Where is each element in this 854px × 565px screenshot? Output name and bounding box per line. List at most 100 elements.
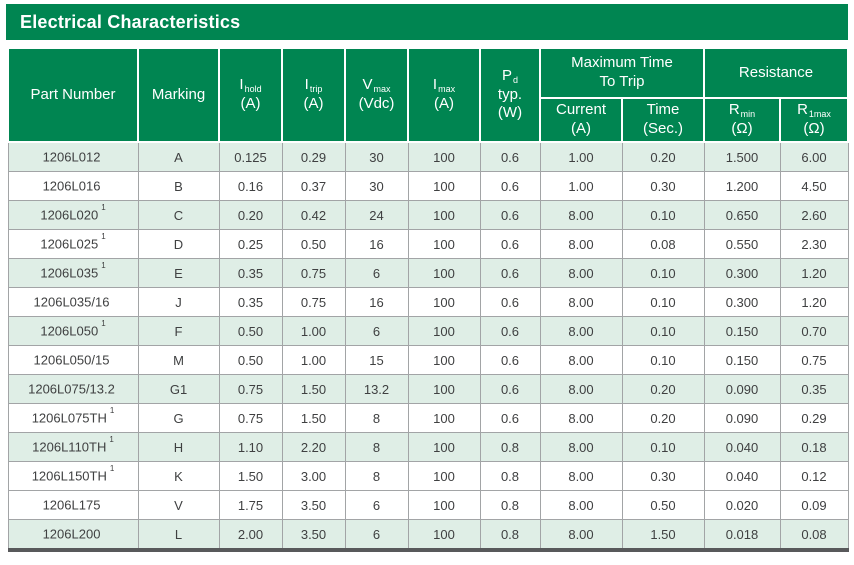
cell-part-number: 1206L020 1 xyxy=(7,200,139,230)
cell-part-number: 1206L200 xyxy=(7,519,139,551)
footnote-superscript: 1 xyxy=(101,232,106,242)
cell-trip-current: 8.00 xyxy=(539,461,623,491)
cell-marking: H xyxy=(137,432,220,462)
cell-vmax: 30 xyxy=(344,171,409,201)
cell-trip-current: 8.00 xyxy=(539,316,623,346)
cell-ihold: 0.50 xyxy=(218,316,283,346)
cell-r1max: 0.09 xyxy=(779,490,849,520)
cell-part-number: 1206L050/15 xyxy=(7,345,139,375)
cell-r1max: 1.20 xyxy=(779,258,849,288)
cell-imax: 100 xyxy=(407,200,481,230)
cell-pd-typ: 0.6 xyxy=(479,200,541,230)
cell-trip-time: 0.10 xyxy=(621,316,705,346)
cell-itrip: 3.00 xyxy=(281,461,346,491)
cell-ihold: 0.125 xyxy=(218,141,283,172)
cell-imax: 100 xyxy=(407,287,481,317)
cell-rmin: 0.040 xyxy=(703,432,781,462)
cell-vmax: 6 xyxy=(344,316,409,346)
cell-imax: 100 xyxy=(407,490,481,520)
cell-vmax: 30 xyxy=(344,141,409,172)
cell-trip-current: 8.00 xyxy=(539,345,623,375)
cell-marking: A xyxy=(137,141,220,172)
col-header-rmin: Rmin (Ω) xyxy=(703,97,781,143)
footnote-superscript: 1 xyxy=(101,261,106,271)
cell-itrip: 0.75 xyxy=(281,287,346,317)
cell-rmin: 0.150 xyxy=(703,316,781,346)
cell-marking: F xyxy=(137,316,220,346)
cell-r1max: 0.29 xyxy=(779,403,849,433)
cell-r1max: 1.20 xyxy=(779,287,849,317)
table-row: 1206L150TH 1 K 1.50 3.00 8 100 0.8 8.00 0… xyxy=(7,461,849,491)
cell-ihold: 1.75 xyxy=(218,490,283,520)
cell-marking: K xyxy=(137,461,220,491)
cell-pd-typ: 0.6 xyxy=(479,403,541,433)
cell-ihold: 0.35 xyxy=(218,258,283,288)
table-row: 1206L075/13.2 G1 0.75 1.50 13.2 100 0.6 … xyxy=(7,374,849,404)
table-row: 1206L020 1 C 0.20 0.42 24 100 0.6 8.00 0.… xyxy=(7,200,849,230)
cell-marking: E xyxy=(137,258,220,288)
cell-part-number: 1206L175 xyxy=(7,490,139,520)
table-row: 1206L200 L 2.00 3.50 6 100 0.8 8.00 1.50… xyxy=(7,519,849,551)
cell-marking: J xyxy=(137,287,220,317)
cell-itrip: 0.37 xyxy=(281,171,346,201)
col-header-vmax: Vmax (Vdc) xyxy=(344,47,409,143)
cell-r1max: 0.35 xyxy=(779,374,849,404)
cell-itrip: 0.29 xyxy=(281,141,346,172)
cell-marking: B xyxy=(137,171,220,201)
cell-imax: 100 xyxy=(407,403,481,433)
cell-marking: G1 xyxy=(137,374,220,404)
table-row: 1206L025 1 D 0.25 0.50 16 100 0.6 8.00 0.… xyxy=(7,229,849,259)
cell-r1max: 2.30 xyxy=(779,229,849,259)
cell-part-number: 1206L035 1 xyxy=(7,258,139,288)
col-header-trip-current: Current (A) xyxy=(539,97,623,143)
cell-trip-time: 1.50 xyxy=(621,519,705,551)
table-row: 1206L012 A 0.125 0.29 30 100 0.6 1.00 0.… xyxy=(7,141,849,172)
cell-marking: C xyxy=(137,200,220,230)
cell-ihold: 0.20 xyxy=(218,200,283,230)
col-header-imax: Imax (A) xyxy=(407,47,481,143)
cell-pd-typ: 0.6 xyxy=(479,171,541,201)
cell-imax: 100 xyxy=(407,519,481,551)
cell-vmax: 8 xyxy=(344,432,409,462)
col-header-ihold: Ihold (A) xyxy=(218,47,283,143)
cell-pd-typ: 0.6 xyxy=(479,316,541,346)
cell-rmin: 0.550 xyxy=(703,229,781,259)
cell-trip-time: 0.20 xyxy=(621,141,705,172)
cell-rmin: 0.040 xyxy=(703,461,781,491)
page-title: Electrical Characteristics xyxy=(20,12,241,32)
cell-ihold: 0.25 xyxy=(218,229,283,259)
cell-imax: 100 xyxy=(407,171,481,201)
cell-trip-time: 0.20 xyxy=(621,403,705,433)
cell-pd-typ: 0.8 xyxy=(479,519,541,551)
cell-rmin: 0.090 xyxy=(703,403,781,433)
cell-imax: 100 xyxy=(407,229,481,259)
cell-ihold: 0.16 xyxy=(218,171,283,201)
cell-trip-current: 8.00 xyxy=(539,200,623,230)
cell-r1max: 0.75 xyxy=(779,345,849,375)
cell-imax: 100 xyxy=(407,258,481,288)
cell-rmin: 1.500 xyxy=(703,141,781,172)
cell-vmax: 6 xyxy=(344,258,409,288)
cell-trip-current: 8.00 xyxy=(539,432,623,462)
cell-r1max: 4.50 xyxy=(779,171,849,201)
cell-imax: 100 xyxy=(407,461,481,491)
cell-trip-time: 0.30 xyxy=(621,461,705,491)
cell-itrip: 1.50 xyxy=(281,374,346,404)
cell-trip-current: 8.00 xyxy=(539,258,623,288)
cell-trip-time: 0.20 xyxy=(621,374,705,404)
col-header-trip-time: Time (Sec.) xyxy=(621,97,705,143)
cell-trip-current: 1.00 xyxy=(539,171,623,201)
cell-pd-typ: 0.8 xyxy=(479,490,541,520)
cell-trip-time: 0.10 xyxy=(621,432,705,462)
cell-itrip: 0.42 xyxy=(281,200,346,230)
cell-pd-typ: 0.8 xyxy=(479,432,541,462)
cell-part-number: 1206L025 1 xyxy=(7,229,139,259)
footnote-superscript: 1 xyxy=(109,406,115,416)
cell-ihold: 1.10 xyxy=(218,432,283,462)
cell-marking: M xyxy=(137,345,220,375)
cell-trip-time: 0.10 xyxy=(621,258,705,288)
cell-rmin: 1.200 xyxy=(703,171,781,201)
table-header: Part Number Marking Ihold (A) Itrip (A) … xyxy=(7,47,850,143)
cell-trip-current: 8.00 xyxy=(539,229,623,259)
